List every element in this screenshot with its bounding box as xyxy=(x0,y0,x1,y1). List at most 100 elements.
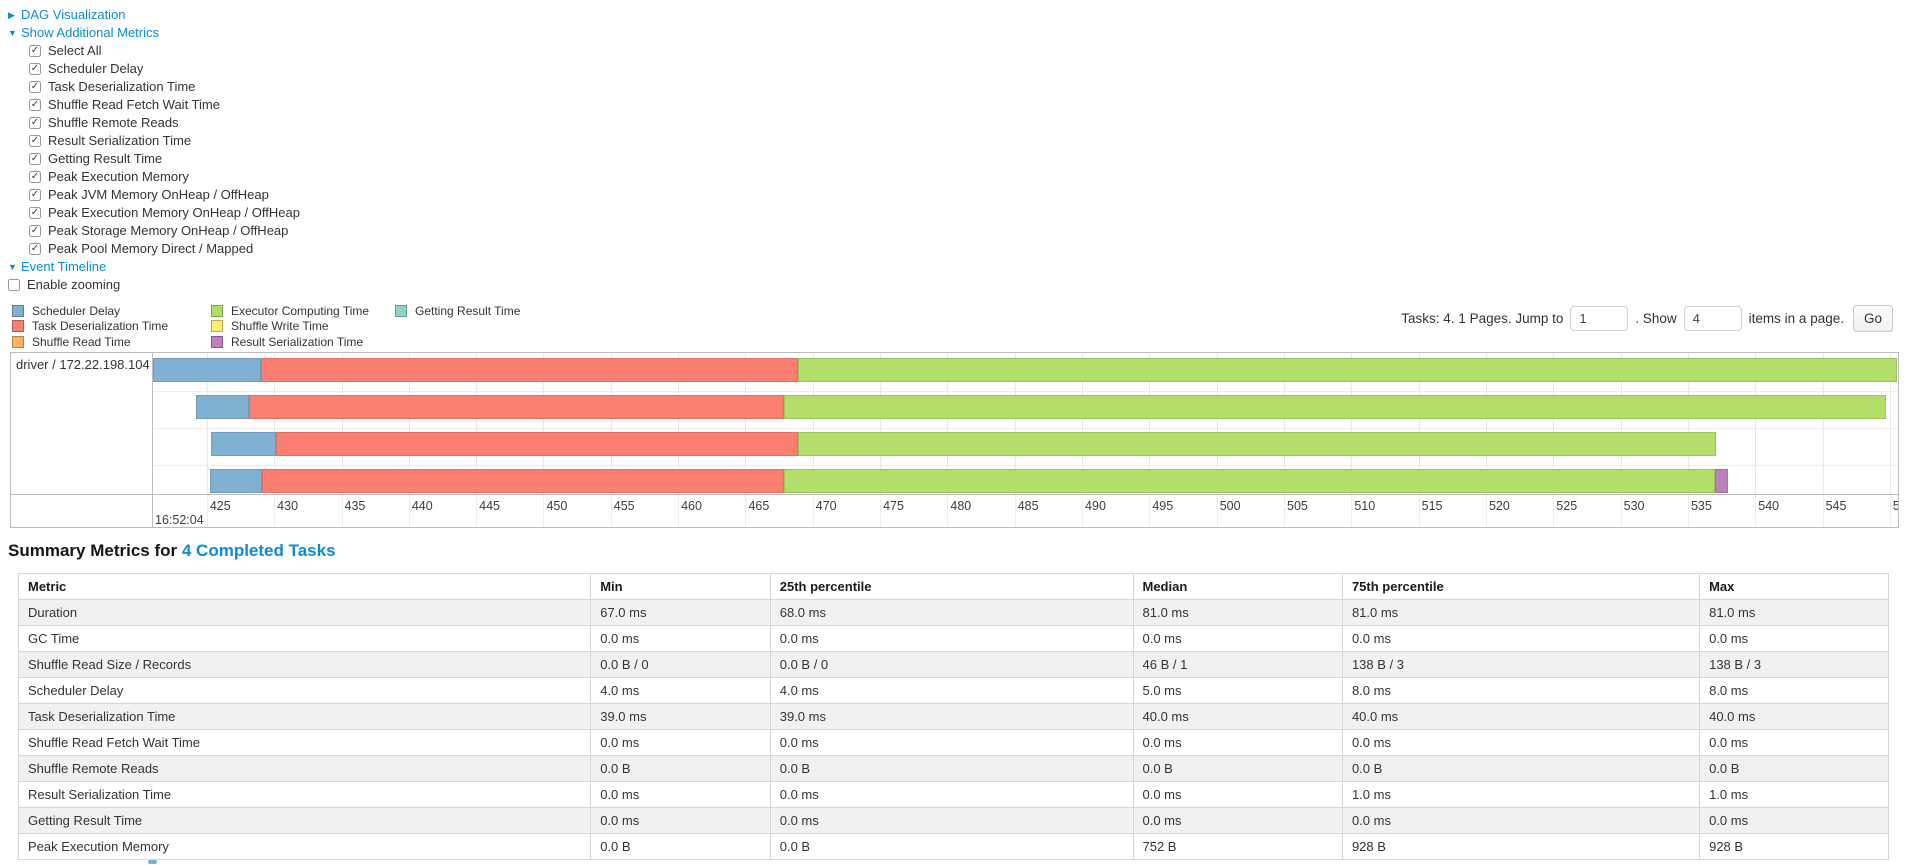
gridline xyxy=(1418,353,1420,494)
stage-controls: ▶ DAG Visualization ▼ Show Additional Me… xyxy=(8,6,300,294)
task-3-scheduler-delay-segment xyxy=(210,432,276,456)
metric-checkbox-label: Peak Pool Memory Direct / Mapped xyxy=(48,241,254,256)
metric-checkbox[interactable] xyxy=(29,117,41,129)
metric-checkbox[interactable] xyxy=(29,45,41,57)
metric-checkbox[interactable] xyxy=(29,135,41,147)
legend-item: Shuffle Write Time xyxy=(211,319,395,335)
enable-zooming-checkbox[interactable] xyxy=(8,279,20,291)
metric-value-cell: 0.0 ms xyxy=(1132,781,1343,808)
event-timeline-toggle[interactable]: ▼ Event Timeline xyxy=(8,258,300,276)
metric-checkbox[interactable] xyxy=(29,81,41,93)
metric-value-cell: 0.0 ms xyxy=(1132,807,1343,834)
metric-checkbox-row: Peak Storage Memory OnHeap / OffHeap xyxy=(8,222,300,240)
metric-checkbox[interactable] xyxy=(29,99,41,111)
metric-value-cell: 0.0 B / 0 xyxy=(769,651,1134,678)
metric-value-cell: 138 B / 3 xyxy=(1341,651,1701,678)
legend-column: Executor Computing Time Shuffle Write Tim… xyxy=(211,303,395,350)
summary-metrics-heading: Summary Metrics for 4 Completed Tasks xyxy=(8,541,336,561)
metric-value-cell: 68.0 ms xyxy=(769,599,1134,626)
gridline xyxy=(678,353,680,494)
metric-checkbox-row: Peak JVM Memory OnHeap / OffHeap xyxy=(8,186,300,204)
timeline-legend: Scheduler Delay Task Deserialization Time… xyxy=(12,303,1893,350)
enable-zooming-label: Enable zooming xyxy=(27,277,121,292)
metric-checkbox[interactable] xyxy=(29,153,41,165)
executor-group-label: driver / 172.22.198.104 xyxy=(16,357,150,372)
event-timeline-label: Event Timeline xyxy=(21,259,107,274)
task-4-executor-computing-segment xyxy=(784,469,1715,493)
legend-column: Getting Result Time xyxy=(395,303,520,319)
metric-value-cell: 0.0 ms xyxy=(769,729,1134,756)
legend-label: Executor Computing Time xyxy=(231,303,370,318)
axis-gridline xyxy=(947,495,949,527)
metric-value-cell: 0.0 B xyxy=(1341,755,1701,782)
task-2-task-deserialization-segment xyxy=(248,395,785,419)
legend-item: Shuffle Read Time xyxy=(12,334,211,350)
tick-label: 515 xyxy=(1421,499,1443,513)
axis-gridline xyxy=(476,495,478,527)
tick-label: 505 xyxy=(1287,499,1308,513)
column-header: Min xyxy=(590,573,771,600)
metric-checkbox[interactable] xyxy=(29,225,41,237)
metric-value-cell: 0.0 ms xyxy=(590,781,771,808)
metric-value-cell: 4.0 ms xyxy=(590,677,771,704)
tick-label: 500 xyxy=(1219,499,1241,513)
legend-label: Shuffle Read Time xyxy=(32,334,131,349)
metric-checkbox[interactable] xyxy=(29,207,41,219)
metric-value-cell: 40.0 ms xyxy=(1132,703,1343,730)
gridline xyxy=(408,353,410,494)
gridline xyxy=(1082,353,1084,494)
metric-value-cell: 39.0 ms xyxy=(590,703,771,730)
metric-value-cell: 46 B / 1 xyxy=(1132,651,1343,678)
task-3-task-deserialization-segment xyxy=(275,432,798,456)
metric-checkbox-label: Result Serialization Time xyxy=(48,133,192,148)
metric-checkbox-row: Task Deserialization Time xyxy=(8,78,300,96)
table-row: Getting Result Time 0.0 ms 0.0 ms 0.0 ms 0.0… xyxy=(17,807,1889,834)
metric-value-cell: 0.0 ms xyxy=(1699,625,1889,652)
show-additional-metrics-toggle[interactable]: ▼ Show Additional Metrics xyxy=(8,24,300,42)
completed-tasks-link[interactable]: 4 Completed Tasks xyxy=(181,541,336,560)
metric-checkbox[interactable] xyxy=(29,63,41,75)
legend-label: Scheduler Delay xyxy=(32,303,121,318)
gridline xyxy=(947,353,949,494)
metric-value-cell: 0.0 B xyxy=(590,755,771,782)
axis-gridline xyxy=(1082,495,1084,527)
metric-name-cell: Task Deserialization Time xyxy=(17,703,592,730)
axis-gridline xyxy=(341,495,343,527)
axis-gridline xyxy=(1687,495,1689,527)
items-per-page-input[interactable] xyxy=(1683,305,1742,331)
tick-label: 540 xyxy=(1758,499,1780,513)
column-header: 75th percentile xyxy=(1341,573,1701,600)
chevron-right-icon: ▶ xyxy=(8,10,15,20)
metric-checkbox-label: Shuffle Remote Reads xyxy=(48,115,179,130)
dag-visualization-toggle[interactable]: ▶ DAG Visualization xyxy=(8,6,300,24)
axis-gridline xyxy=(1755,495,1757,527)
tick-label: 460 xyxy=(681,499,702,513)
task-1-task-deserialization-segment xyxy=(260,358,798,382)
metric-checkbox-label: Peak Execution Memory OnHeap / OffHeap xyxy=(48,205,300,220)
metric-checkbox-label: Peak Storage Memory OnHeap / OffHeap xyxy=(48,223,289,238)
metric-value-cell: 0.0 ms xyxy=(1699,729,1889,756)
metric-value-cell: 0.0 B xyxy=(769,833,1134,860)
metric-checkbox-row: Peak Execution Memory OnHeap / OffHeap xyxy=(8,204,300,222)
tick-label: 550 xyxy=(1893,499,1898,513)
axis-gridline xyxy=(880,495,882,527)
jump-to-page-input[interactable] xyxy=(1570,305,1629,331)
metric-name-cell: Result Serialization Time xyxy=(17,781,592,808)
column-header: 25th percentile xyxy=(769,573,1134,600)
metric-value-cell: 0.0 ms xyxy=(1341,625,1701,652)
task-pagination: Tasks: 4. 1 Pages. Jump to . Show items … xyxy=(1401,303,1893,333)
axis-gridline xyxy=(1485,495,1487,527)
timeline-plot-area xyxy=(153,353,1898,494)
metric-value-cell: 81.0 ms xyxy=(1132,599,1343,626)
metric-checkbox[interactable] xyxy=(29,189,41,201)
gridline xyxy=(476,353,478,494)
go-button[interactable]: Go xyxy=(1852,304,1893,332)
table-row: Peak Execution Memory 0.0 B 0.0 B 752 B 928 … xyxy=(17,833,1889,860)
metric-value-cell: 0.0 ms xyxy=(1132,729,1343,756)
metric-checkbox[interactable] xyxy=(29,171,41,183)
gridline xyxy=(1351,353,1353,494)
metric-value-cell: 928 B xyxy=(1699,833,1889,860)
metric-value-cell: 40.0 ms xyxy=(1341,703,1701,730)
metric-checkbox[interactable] xyxy=(29,243,41,255)
axis-gridline xyxy=(1014,495,1016,527)
